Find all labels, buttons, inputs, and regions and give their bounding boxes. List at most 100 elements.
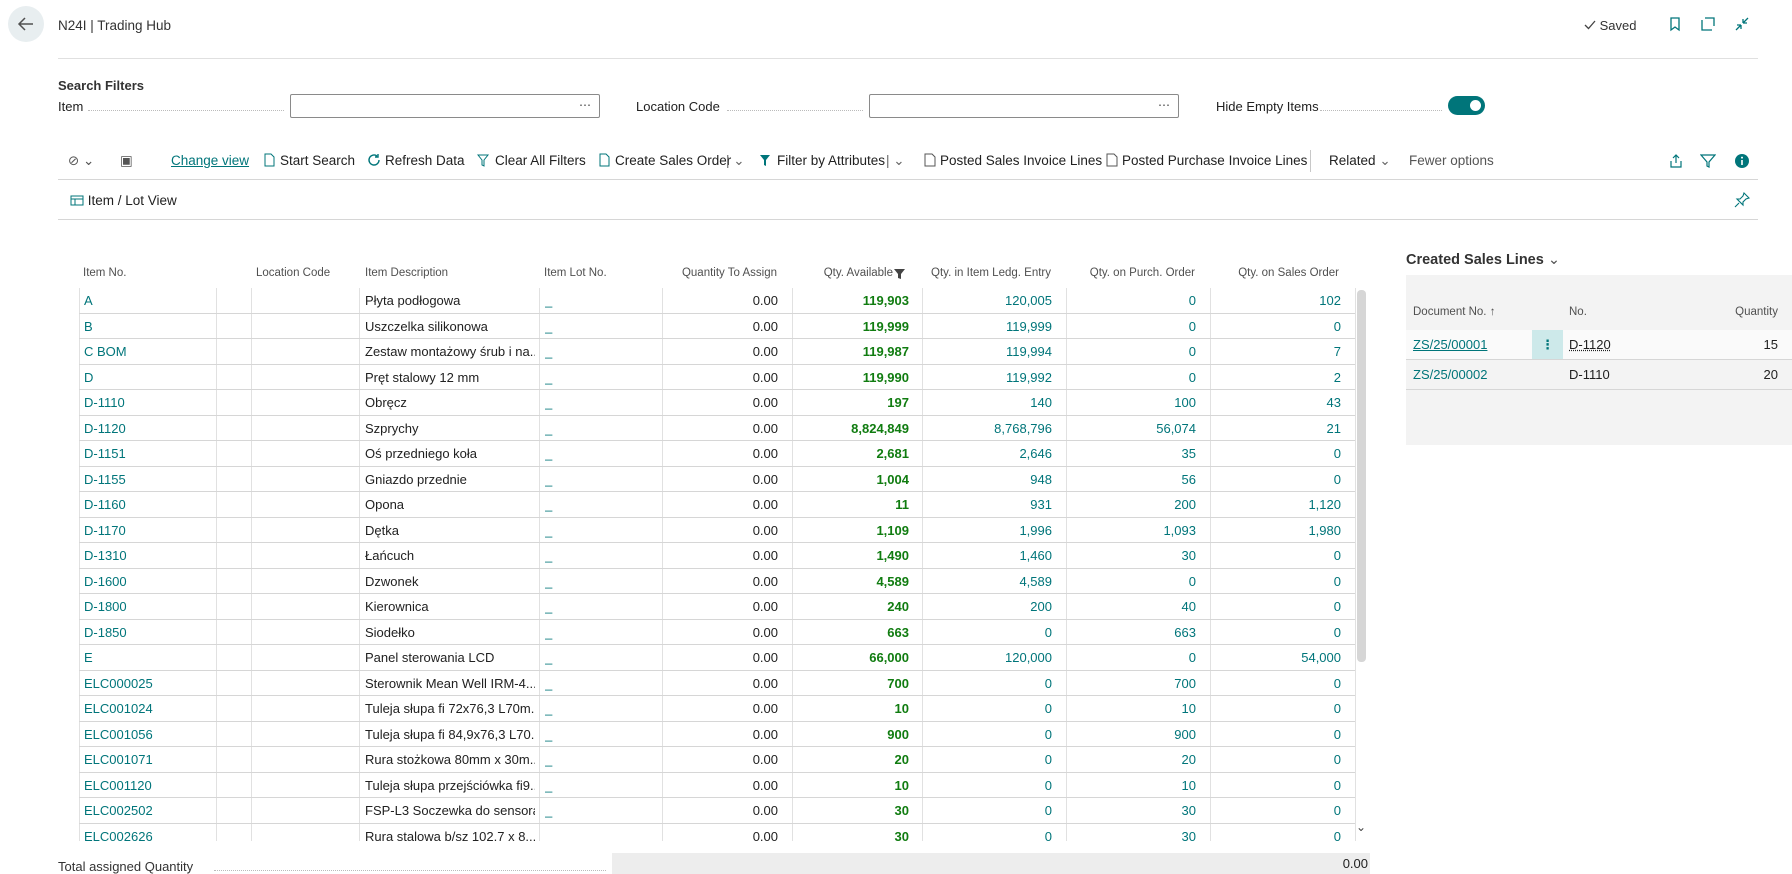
document-link[interactable]: ZS/25/00002 bbox=[1413, 367, 1488, 382]
view-tab[interactable]: Item / Lot View bbox=[70, 193, 177, 208]
table-cell: 0.00 bbox=[752, 777, 778, 793]
column-header[interactable]: Qty. Available bbox=[823, 267, 893, 279]
table-cell: 0 bbox=[1188, 344, 1196, 359]
table-cell[interactable]: D-1800 bbox=[84, 599, 127, 614]
table-cell[interactable]: D-1120 bbox=[84, 420, 126, 436]
table-cell: Tuleja słupa fi 72x76,3 L70m... bbox=[365, 701, 535, 716]
column-header[interactable]: Qty. on Purch. Order bbox=[1089, 267, 1195, 279]
table-cell: 0.00 bbox=[752, 369, 778, 385]
back-button[interactable] bbox=[8, 6, 44, 42]
table-cell: 10 bbox=[894, 701, 909, 716]
toolbar-action[interactable]: Filter by Attributes bbox=[759, 153, 885, 168]
table-cell[interactable]: ELC002502 bbox=[84, 803, 153, 818]
row-divider bbox=[79, 312, 1355, 314]
scroll-down-arrow[interactable]: ⌄ bbox=[1356, 820, 1367, 834]
filter-icon[interactable] bbox=[1700, 153, 1716, 169]
document-link[interactable]: ZS/25/00001 bbox=[1413, 337, 1488, 352]
table-cell: 7 bbox=[1333, 344, 1341, 359]
table-cell: 700 bbox=[887, 675, 909, 691]
toolbar-action[interactable]: Create Sales Order bbox=[598, 153, 731, 168]
table-cell: Uszczelka silikonowa bbox=[365, 318, 488, 334]
row-divider bbox=[79, 465, 1355, 467]
table-cell: 0 bbox=[1333, 446, 1341, 461]
item-filter-input[interactable]: ⋯ bbox=[290, 94, 600, 118]
dropdown-chevron[interactable]: | ⌄ bbox=[886, 153, 905, 168]
footer-value-box: 0.00 bbox=[612, 853, 1370, 874]
table-cell: 100 bbox=[1174, 395, 1196, 410]
dropdown-chevron[interactable]: | ⌄ bbox=[726, 153, 745, 168]
share-icon[interactable] bbox=[1668, 153, 1684, 169]
location-filter-input[interactable]: ⋯ bbox=[869, 94, 1179, 118]
column-header[interactable]: Quantity To Assign bbox=[681, 267, 777, 279]
info-icon[interactable] bbox=[1734, 153, 1750, 169]
table-cell[interactable]: C BOM bbox=[84, 344, 127, 359]
table-cell[interactable]: D-1155 bbox=[84, 471, 126, 487]
table-cell[interactable]: D-1170 bbox=[84, 522, 126, 538]
hide-empty-toggle[interactable] bbox=[1448, 96, 1485, 115]
table-cell[interactable]: D-1110 bbox=[84, 395, 125, 410]
toolbar-action[interactable]: Change view bbox=[171, 153, 250, 168]
table-cell: 0.00 bbox=[752, 293, 778, 308]
table-cell[interactable]: D-1160 bbox=[84, 497, 126, 512]
table-cell: _ bbox=[545, 318, 553, 334]
layout-icon[interactable]: ▣ bbox=[120, 153, 133, 168]
row-divider bbox=[79, 669, 1355, 671]
toolbar-action[interactable]: Posted Purchase Invoice Lines bbox=[1106, 153, 1307, 168]
side-column-header[interactable]: Quantity bbox=[1735, 306, 1778, 318]
column-header[interactable]: Qty. in Item Ledg. Entry bbox=[931, 267, 1051, 279]
open-new-window-icon[interactable] bbox=[1700, 16, 1716, 32]
location-filter-label: Location Code bbox=[636, 99, 720, 114]
column-header[interactable]: Item Lot No. bbox=[544, 267, 607, 279]
toolbar-action[interactable]: Refresh Data bbox=[367, 153, 465, 168]
table-cell: 35 bbox=[1181, 446, 1196, 461]
table-cell[interactable]: ELC001056 bbox=[84, 726, 153, 742]
collapse-icon[interactable] bbox=[1734, 16, 1750, 32]
table-cell: 0.00 bbox=[752, 803, 778, 818]
side-column-header[interactable]: No. bbox=[1569, 306, 1587, 318]
table-cell[interactable]: ELC002626 bbox=[84, 828, 153, 842]
column-header[interactable]: Location Code bbox=[256, 267, 331, 279]
toolbar-action-text: Related bbox=[1329, 153, 1376, 168]
table-cell[interactable]: ELC000025 bbox=[84, 675, 153, 691]
toolbar-action[interactable]: Clear All Filters bbox=[476, 153, 586, 168]
column-header[interactable]: Item No. bbox=[83, 267, 127, 279]
table-cell: 200 bbox=[1174, 497, 1196, 512]
back-icon bbox=[17, 17, 33, 31]
column-filter-icon bbox=[894, 269, 905, 279]
column-divider bbox=[539, 288, 540, 841]
scrollbar-thumb[interactable] bbox=[1357, 290, 1366, 662]
column-divider bbox=[922, 288, 923, 841]
table-cell: _ bbox=[545, 726, 553, 742]
table-cell[interactable]: ELC001071 bbox=[84, 752, 153, 767]
column-divider bbox=[216, 288, 217, 841]
action-menu[interactable]: ⊘ ⌄ bbox=[68, 153, 95, 168]
table-cell[interactable]: E bbox=[84, 650, 93, 665]
column-header[interactable]: Item Description bbox=[365, 267, 449, 279]
table-cell[interactable]: ELC001024 bbox=[84, 701, 153, 716]
toolbar-action[interactable]: Posted Sales Invoice Lines bbox=[924, 153, 1102, 168]
table-cell: 0 bbox=[1333, 471, 1341, 487]
pin-icon[interactable] bbox=[1734, 192, 1750, 208]
column-header[interactable]: Qty. on Sales Order bbox=[1238, 267, 1339, 279]
side-column-header[interactable]: Document No. ↑ bbox=[1413, 306, 1496, 318]
table-cell: 66,000 bbox=[869, 650, 909, 665]
toolbar-action[interactable]: Related ⌄ bbox=[1329, 153, 1391, 168]
table-cell[interactable]: D-1850 bbox=[84, 624, 127, 640]
toolbar-action[interactable]: Fewer options bbox=[1409, 153, 1494, 168]
table-cell[interactable]: ELC001120 bbox=[84, 777, 152, 793]
table-cell[interactable]: D-1310 bbox=[84, 548, 127, 563]
bookmark-icon[interactable] bbox=[1668, 16, 1682, 32]
table-cell: 0.00 bbox=[752, 344, 778, 359]
table-cell[interactable]: D bbox=[84, 369, 94, 385]
table-cell[interactable]: D-1600 bbox=[84, 573, 127, 589]
table-cell[interactable]: D-1151 bbox=[84, 446, 126, 461]
table-cell: 4,589 bbox=[1019, 573, 1052, 589]
table-cell: Obręcz bbox=[365, 395, 407, 410]
table-cell: 2,681 bbox=[876, 446, 909, 461]
side-panel-title: Created Sales Lines ⌄ bbox=[1406, 252, 1561, 268]
column-divider bbox=[662, 288, 663, 841]
side-panel: Document No. ↑ No. Quantity ZS/25/00001 ⋮ D-1… bbox=[1406, 275, 1792, 445]
toolbar-action[interactable]: Start Search bbox=[263, 153, 355, 168]
table-cell[interactable]: B bbox=[84, 318, 93, 334]
table-cell[interactable]: A bbox=[84, 293, 93, 308]
